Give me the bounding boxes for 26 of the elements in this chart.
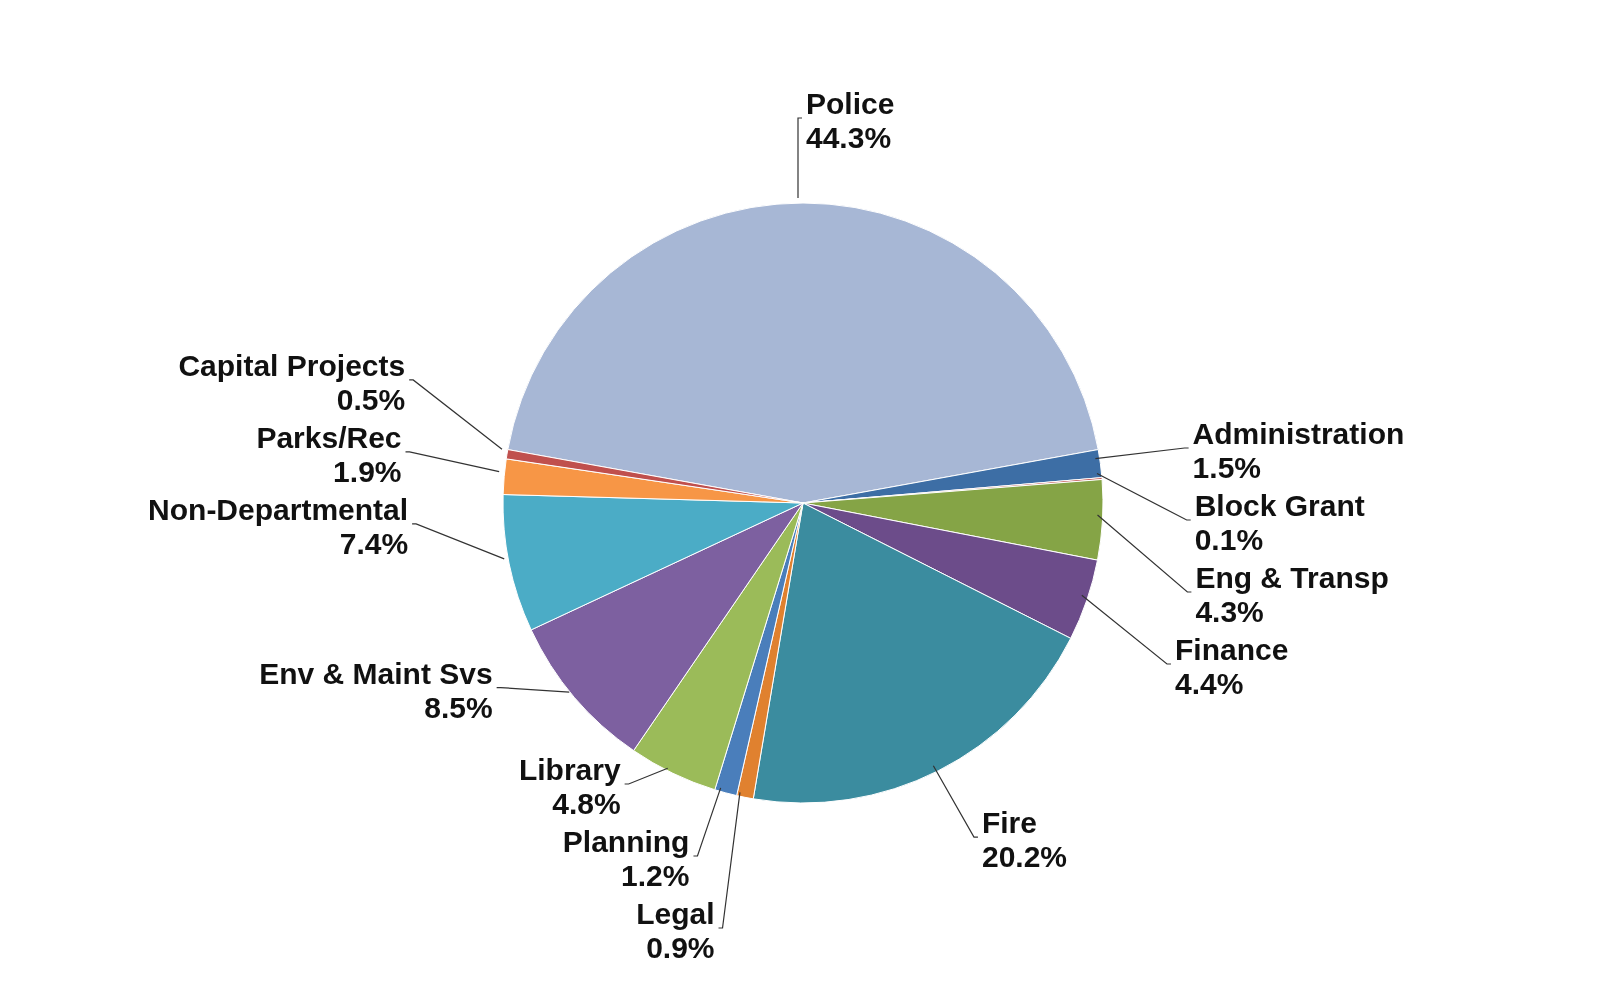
slice-label: Block Grant: [1194, 489, 1365, 523]
data-label: 4.3%: [1195, 595, 1264, 629]
data-label: 7.4%: [339, 526, 409, 560]
data-label: 0.5%: [336, 382, 406, 416]
slice-label: Non-Departmental: [148, 492, 409, 526]
slice-label: Eng & Transp: [1195, 561, 1389, 595]
data-label: 1.5%: [1192, 451, 1261, 485]
data-label: 4.8%: [552, 787, 621, 820]
slice-label: Parks/Rec: [256, 420, 402, 454]
slice-label: Capital Projects: [178, 348, 406, 382]
data-label: 44.3%: [806, 121, 892, 154]
slice-label: Police: [806, 87, 895, 120]
data-label: 0.9%: [646, 931, 715, 964]
slice-label: Library: [518, 753, 621, 786]
slice-label: Finance: [1174, 633, 1289, 667]
slice-label: Fire: [981, 806, 1037, 840]
slice-label: Administration: [1192, 417, 1405, 451]
data-label: 1.2%: [621, 859, 690, 892]
slice-label: Env & Maint Svs: [259, 656, 493, 690]
slice-label: Planning: [562, 825, 690, 858]
data-label: 1.9%: [333, 454, 402, 488]
slice-label: Legal: [636, 897, 715, 930]
data-label: 4.4%: [1174, 667, 1244, 701]
data-label: 0.1%: [1194, 523, 1264, 557]
data-label: 8.5%: [424, 690, 493, 724]
data-label: 20.2%: [981, 840, 1068, 874]
